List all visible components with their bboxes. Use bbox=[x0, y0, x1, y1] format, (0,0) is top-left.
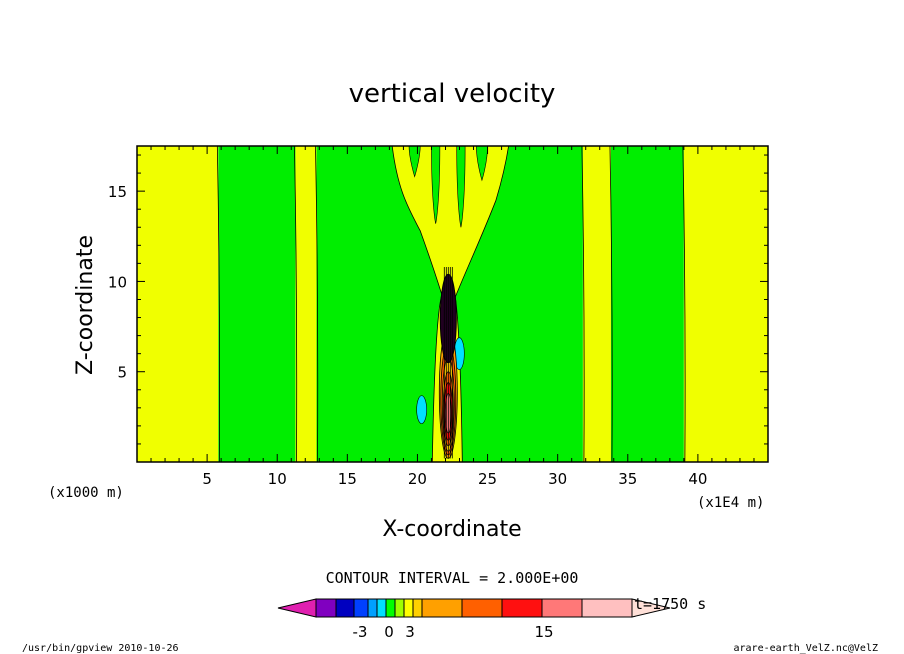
colorbar-box-9 bbox=[412, 598, 423, 618]
x-tick-label-10: 10 bbox=[268, 470, 287, 488]
plume-gap-2 bbox=[456, 145, 466, 228]
colorbar-box-8 bbox=[403, 598, 414, 618]
colorbar-label-0: -3 bbox=[353, 623, 368, 641]
colorbar-box-10 bbox=[421, 598, 463, 618]
y-tick-label-10: 10 bbox=[108, 273, 127, 291]
colorbar-box-2 bbox=[335, 598, 355, 618]
y-axis-ticks: 5 10 15 bbox=[108, 154, 768, 445]
colorbar-box-4 bbox=[367, 598, 378, 618]
contour-interval-label: CONTOUR INTERVAL = 2.000E+00 bbox=[326, 569, 579, 587]
contour-line-4 bbox=[609, 145, 613, 463]
colorbar-box-6 bbox=[385, 598, 396, 618]
footer-left: /usr/bin/gpview 2010-10-26 bbox=[22, 643, 179, 654]
y-tick-label-15: 15 bbox=[108, 183, 127, 201]
footer-right: arare-earth_VelZ.nc@VelZ bbox=[734, 643, 879, 654]
contour-line-0 bbox=[216, 145, 220, 463]
downdraft-left bbox=[416, 395, 427, 424]
colorbar-box-12 bbox=[501, 598, 543, 618]
x-tick-label-30: 30 bbox=[548, 470, 567, 488]
region-5 bbox=[610, 146, 684, 462]
region-2 bbox=[295, 146, 317, 462]
x-tick-label-20: 20 bbox=[408, 470, 427, 488]
region-4 bbox=[582, 146, 611, 462]
plot-area: 5 10 15 20 25 30 35 40 5 10 15 bbox=[108, 145, 769, 488]
contour-fields bbox=[137, 145, 768, 463]
x-axis-ticks: 5 10 15 20 25 30 35 40 bbox=[150, 146, 755, 488]
plume-gap-1 bbox=[431, 145, 441, 224]
x-tick-label-5: 5 bbox=[202, 470, 212, 488]
colorbar-box-5 bbox=[376, 598, 387, 618]
x-tick-label-35: 35 bbox=[618, 470, 637, 488]
region-0 bbox=[137, 146, 219, 462]
x-tick-label-25: 25 bbox=[478, 470, 497, 488]
x-tick-label-40: 40 bbox=[688, 470, 707, 488]
colorbar-label-1: 0 bbox=[384, 623, 394, 641]
colorbar-box-14 bbox=[581, 598, 633, 618]
plume-gap-3 bbox=[476, 145, 488, 182]
x-unit-right: (x1E4 m) bbox=[697, 495, 764, 511]
plot-frame bbox=[136, 145, 769, 463]
colorbar bbox=[277, 598, 671, 618]
y-tick-label-5: 5 bbox=[117, 364, 127, 382]
colorbar-label-3: 15 bbox=[534, 623, 553, 641]
contour-line-3 bbox=[581, 145, 585, 463]
colorbar-box-1 bbox=[315, 598, 337, 618]
x-tick-label-15: 15 bbox=[338, 470, 357, 488]
colorbar-tick-labels: -3 0 3 15 bbox=[353, 623, 554, 641]
chart-title: vertical velocity bbox=[349, 79, 556, 109]
y-axis-label: Z-coordinate bbox=[73, 235, 98, 375]
contour-line-5 bbox=[682, 145, 686, 463]
colorbar-label-2: 3 bbox=[405, 623, 415, 641]
contour-line-1 bbox=[294, 145, 298, 463]
x-unit-left: (x1000 m) bbox=[48, 485, 124, 501]
x-axis-label: X-coordinate bbox=[382, 517, 521, 542]
time-label: t=1750 s bbox=[634, 595, 706, 613]
colorbar-box-3 bbox=[353, 598, 369, 618]
updraft-core bbox=[391, 145, 510, 463]
contour-line-2 bbox=[315, 145, 319, 463]
colorbar-box-11 bbox=[461, 598, 503, 618]
colorbar-high-extend bbox=[631, 598, 671, 618]
colorbar-box-7 bbox=[394, 598, 405, 618]
colorbar-box-13 bbox=[541, 598, 583, 618]
region-1 bbox=[218, 146, 296, 462]
colorbar-low-extend bbox=[277, 598, 317, 618]
region-6 bbox=[683, 146, 768, 462]
